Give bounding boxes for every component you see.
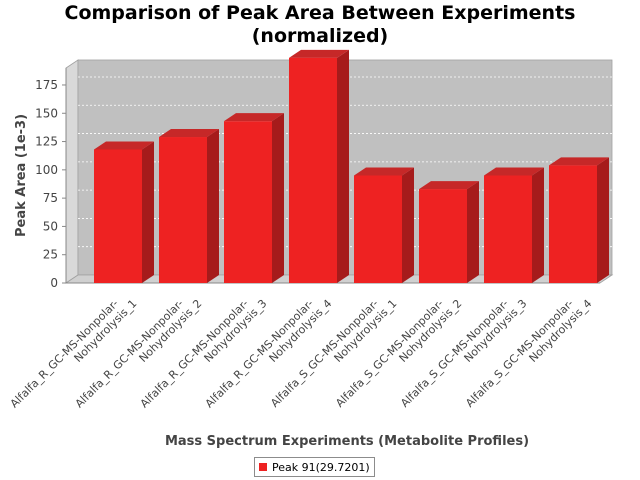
x-tick-label-line: Alfalfa_R_GC-MS-Nonpolar-: [8, 297, 121, 410]
bar-top: [224, 113, 284, 122]
y-tick-label: 0: [50, 276, 58, 290]
chart-title-line-2: (normalized): [251, 25, 389, 47]
legend-swatch: [259, 463, 267, 471]
y-tick-label: 150: [35, 106, 58, 120]
legend-label: Peak 91(29.7201): [272, 460, 370, 474]
bar-front: [159, 137, 207, 283]
bar: [94, 141, 154, 283]
bar-side: [337, 49, 349, 283]
bar-top: [484, 167, 544, 176]
plot-left-wall: [65, 59, 79, 284]
legend: Peak 91(29.7201): [254, 457, 375, 477]
bar: [159, 129, 219, 283]
y-tick-label: 25: [43, 248, 58, 262]
y-tick-label: 50: [43, 219, 58, 233]
bar-side: [272, 113, 284, 284]
x-tick-label: Alfalfa_S_GC-MS-Nonpolar-Nohydrolysis_4: [463, 288, 594, 419]
bar-front: [354, 175, 402, 283]
x-axis-title: Mass Spectrum Experiments (Metabolite Pr…: [165, 434, 529, 449]
bar-front: [549, 165, 597, 283]
bar-side: [142, 141, 154, 283]
bar-side: [597, 157, 609, 283]
bar-front: [224, 121, 272, 284]
bar-front: [94, 149, 142, 283]
bar-front: [419, 189, 467, 283]
bar: [289, 49, 349, 283]
bar: [224, 113, 284, 284]
bar-top: [159, 129, 219, 138]
bar-side: [207, 129, 219, 283]
bar-side: [467, 181, 479, 283]
bar-top: [94, 141, 154, 150]
bar-side: [402, 167, 414, 283]
bar-front: [289, 57, 337, 283]
bar: [419, 181, 479, 283]
bar-top: [354, 167, 414, 176]
bar: [549, 157, 609, 283]
bar-top: [419, 181, 479, 190]
bar: [484, 167, 544, 283]
bar-top: [549, 157, 609, 166]
bar-top: [289, 49, 349, 58]
bar: [354, 167, 414, 283]
chart-title: Comparison of Peak Area Between Experime…: [0, 2, 640, 48]
chart-title-line-1: Comparison of Peak Area Between Experime…: [64, 2, 576, 24]
y-tick-label: 175: [35, 78, 58, 92]
y-axis-title: Peak Area (1e-3): [14, 114, 29, 237]
y-tick-label: 75: [43, 191, 58, 205]
y-tick-label: 125: [35, 135, 58, 149]
bar-front: [484, 175, 532, 283]
y-tick-label: 100: [35, 163, 58, 177]
bar-side: [532, 167, 544, 283]
